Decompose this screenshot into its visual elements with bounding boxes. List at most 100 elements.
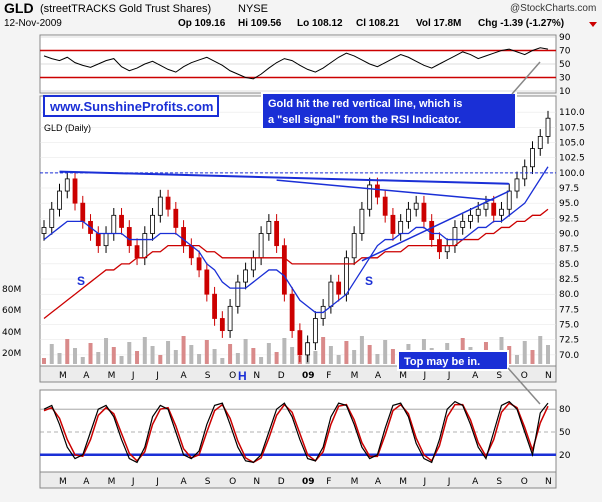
- volume-bar: [538, 336, 543, 364]
- volume-bar: [530, 350, 535, 364]
- volume-bar: [119, 356, 124, 364]
- s-label-left: S: [77, 274, 85, 288]
- price-tick-label: 100.0: [559, 169, 585, 179]
- volume-bar: [181, 336, 186, 364]
- open-value: Op 109.16: [178, 18, 226, 29]
- stoch-tick-label: 20: [559, 451, 571, 461]
- support-trendline: [361, 190, 510, 262]
- volume-bar: [243, 339, 248, 364]
- candle-body: [111, 214, 117, 234]
- candle-body: [243, 269, 249, 283]
- x-tick-label-top: M: [59, 371, 67, 381]
- volume-bar: [507, 346, 512, 364]
- x-tick-label-top: D: [278, 371, 285, 381]
- candle-body: [157, 196, 163, 216]
- volume-bar: [142, 337, 147, 364]
- high-value: Hi 109.56: [238, 18, 282, 29]
- candle-body: [258, 233, 264, 259]
- candle-body: [460, 220, 466, 228]
- x-tick-label-top: S: [205, 371, 211, 381]
- secondary-trendline: [276, 179, 494, 201]
- volume-bar: [514, 355, 519, 364]
- x-tick-label-bottom: M: [59, 477, 67, 487]
- volume-bar: [127, 342, 132, 364]
- candle-body: [181, 227, 186, 247]
- candle-body: [483, 202, 489, 210]
- candle-body: [468, 214, 473, 222]
- x-tick-label-bottom: M: [351, 477, 359, 487]
- price-tick-label: 77.5: [559, 305, 579, 315]
- candle-body: [173, 208, 179, 228]
- volume-bar: [321, 337, 326, 364]
- price-tick-label: 70.0: [559, 351, 579, 361]
- price-tick-label: 85.0: [559, 260, 579, 270]
- price-tick-label: 105.0: [559, 138, 585, 148]
- candle-body: [126, 227, 132, 247]
- x-tick-label-bottom: A: [472, 477, 479, 487]
- h-label: H: [238, 369, 247, 383]
- candle-body: [499, 208, 504, 216]
- candle-body: [305, 342, 311, 356]
- candle-body: [165, 196, 171, 210]
- x-tick-label-top: 09: [302, 371, 315, 381]
- x-tick-label-top: M: [351, 371, 359, 381]
- price-tick-label: 102.5: [559, 154, 585, 164]
- x-tick-label-top: J: [155, 371, 159, 381]
- x-tick-label-top: O: [229, 371, 236, 381]
- s-label-right: S: [365, 274, 373, 288]
- volume-bar: [158, 355, 163, 364]
- volume-bar: [173, 350, 178, 364]
- volume-bar: [313, 351, 318, 364]
- volume-bar: [111, 347, 116, 364]
- candle-body: [375, 184, 380, 198]
- candle-layer: [41, 110, 551, 363]
- change-value: Chg -1.39 (-1.27%): [478, 18, 564, 29]
- volume-bar: [367, 345, 372, 364]
- candle-body: [227, 305, 233, 332]
- price-tick-label: 110.0: [559, 108, 585, 118]
- candle-body: [545, 117, 551, 137]
- candle-body: [506, 190, 512, 210]
- x-tick-label-bottom: J: [131, 477, 135, 487]
- volume-bar: [522, 341, 527, 364]
- close-value: Cl 108.21: [356, 18, 400, 29]
- candle-body: [336, 281, 342, 295]
- candle-body: [281, 245, 287, 295]
- volume-bar: [546, 345, 550, 364]
- volume-bar: [266, 343, 271, 364]
- volume-bar: [42, 358, 46, 364]
- volume-bar: [189, 345, 194, 364]
- volume-bar: [220, 358, 225, 364]
- x-tick-label-top: N: [253, 371, 260, 381]
- candle-body: [204, 269, 210, 295]
- chart-subtitle: GLD (Daily): [44, 123, 91, 133]
- x-tick-label-bottom: A: [83, 477, 90, 487]
- x-tick-label-bottom: 09: [302, 477, 315, 487]
- price-tick-label: 95.0: [559, 199, 579, 209]
- x-tick-label-bottom: S: [496, 477, 502, 487]
- rsi-tick-label: 10: [559, 87, 571, 97]
- price-tick-label: 87.5: [559, 245, 579, 255]
- candle-body: [351, 233, 357, 259]
- x-tick-label-bottom: O: [229, 477, 236, 487]
- volume-bar: [88, 343, 93, 364]
- candle-body: [297, 330, 303, 356]
- price-tick-label: 75.0: [559, 321, 579, 331]
- x-tick-label-top: A: [83, 371, 90, 381]
- stoch-tick-label: 50: [559, 428, 571, 438]
- candle-body: [142, 233, 148, 259]
- top-note-arrow: [507, 367, 541, 405]
- top-note-box: [397, 350, 509, 371]
- tick-layer: 10 30 50 70 90 70.0 72.5 75.0 77.5 80.0 82.5 85.0 87…: [2, 33, 585, 487]
- x-tick-label-top: N: [545, 371, 552, 381]
- x-tick-label-bottom: J: [155, 477, 159, 487]
- x-tick-label-top: M: [108, 371, 116, 381]
- candle-body: [537, 136, 543, 149]
- stoch-tick-label: 80: [559, 405, 571, 415]
- x-tick-label-bottom: N: [253, 477, 260, 487]
- x-tick-label-top: A: [181, 371, 188, 381]
- candle-body: [64, 178, 70, 192]
- volume-bar: [328, 346, 333, 364]
- price-tick-label: 82.5: [559, 275, 579, 285]
- candle-body: [250, 257, 256, 271]
